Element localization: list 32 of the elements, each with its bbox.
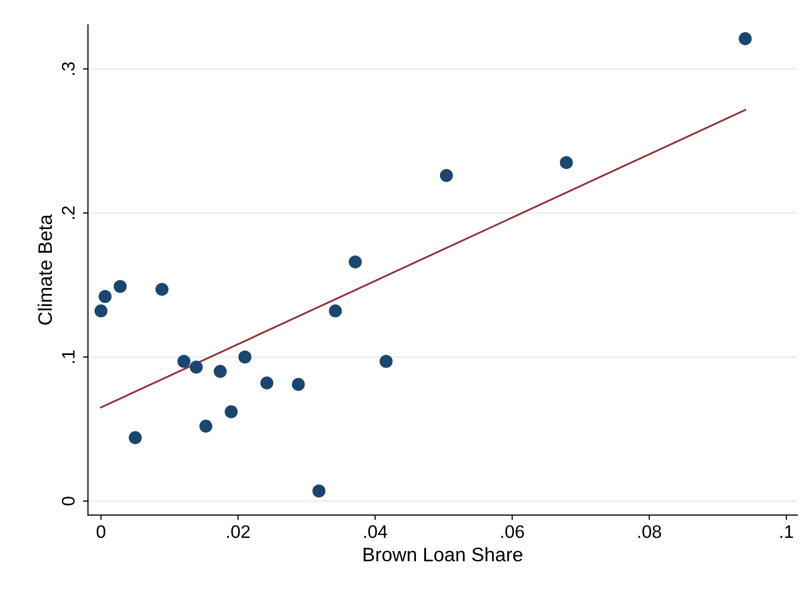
point [738, 32, 752, 46]
point [98, 290, 112, 304]
point [312, 484, 326, 498]
x-tick-label: .08 [638, 525, 662, 538]
x-tick-label: .02 [227, 525, 250, 538]
point [128, 431, 142, 444]
y-tick-label: 0 [62, 496, 75, 506]
point [238, 350, 252, 364]
x-tick-label: .06 [501, 525, 524, 538]
x-tick-label: 0 [96, 525, 106, 538]
y-tick-label: .2 [62, 206, 74, 219]
point [328, 304, 342, 318]
point [292, 378, 305, 391]
y-tick-label: .3 [62, 62, 75, 75]
x-tick-label: .04 [364, 525, 388, 538]
point [199, 420, 212, 433]
x-tick-label: .1 [780, 525, 793, 538]
point [114, 280, 127, 293]
point [190, 360, 203, 374]
point [440, 169, 453, 182]
point [155, 282, 168, 296]
x-axis-title: Brown Loan Share [364, 547, 522, 562]
y-axis-title: Climate Beta [38, 214, 52, 325]
point [260, 376, 274, 390]
point [94, 304, 108, 318]
point [348, 255, 362, 268]
y-tick-label: .1 [62, 350, 74, 363]
point [380, 354, 393, 368]
point [560, 156, 573, 170]
point [177, 354, 190, 368]
point [214, 364, 227, 378]
point [224, 405, 238, 418]
